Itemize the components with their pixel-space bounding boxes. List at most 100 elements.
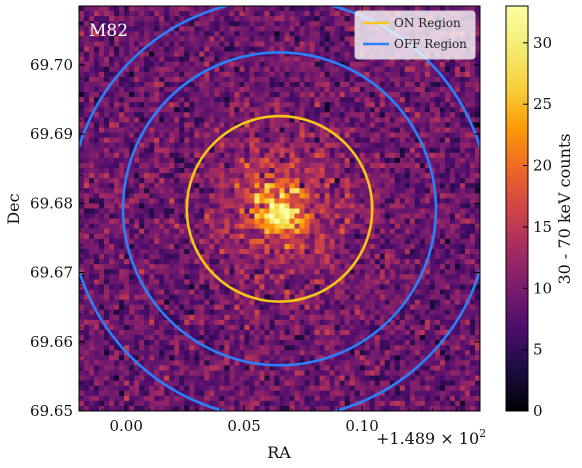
- heatmap-pixel: [114, 102, 120, 108]
- heatmap-pixel: [319, 81, 326, 88]
- heatmap-pixel: [339, 157, 346, 164]
- heatmap-pixel: [174, 31, 180, 37]
- heatmap-pixel: [279, 274, 286, 280]
- heatmap-pixel: [349, 26, 356, 32]
- heatmap-pixel: [309, 198, 316, 205]
- heatmap-pixel: [139, 274, 145, 280]
- heatmap-pixel: [364, 294, 371, 301]
- heatmap-pixel: [164, 112, 170, 118]
- heatmap-pixel: [349, 97, 356, 103]
- heatmap-pixel: [419, 259, 426, 265]
- heatmap-pixel: [274, 107, 281, 113]
- heatmap-pixel: [114, 208, 120, 215]
- heatmap-pixel: [234, 168, 240, 174]
- heatmap-pixel: [104, 142, 110, 149]
- heatmap-pixel: [389, 168, 396, 174]
- heatmap-pixel: [294, 137, 301, 144]
- heatmap-pixel: [104, 46, 110, 53]
- heatmap-pixel: [224, 137, 230, 144]
- heatmap-pixel: [164, 16, 170, 22]
- heatmap-pixel: [144, 132, 150, 139]
- heatmap-pixel: [334, 117, 341, 124]
- heatmap-pixel: [174, 157, 180, 164]
- heatmap-pixel: [89, 26, 95, 32]
- heatmap-pixel: [364, 162, 371, 169]
- heatmap-pixel: [224, 21, 230, 27]
- heatmap-pixel: [194, 309, 200, 316]
- heatmap-pixel: [389, 193, 396, 199]
- heatmap-pixel: [109, 238, 115, 245]
- heatmap-pixel: [444, 223, 451, 230]
- heatmap-pixel: [249, 61, 256, 68]
- heatmap-pixel: [174, 147, 180, 154]
- heatmap-pixel: [79, 51, 85, 58]
- heatmap-pixel: [174, 71, 180, 78]
- heatmap-pixel: [314, 81, 321, 88]
- heatmap-pixel: [379, 173, 386, 179]
- heatmap-pixel: [184, 299, 190, 306]
- heatmap-pixel: [329, 81, 336, 88]
- heatmap-pixel: [324, 183, 331, 189]
- heatmap-pixel: [344, 193, 351, 199]
- heatmap-pixel: [269, 173, 276, 179]
- heatmap-pixel: [229, 26, 235, 32]
- heatmap-pixel: [159, 51, 165, 58]
- heatmap-pixel: [349, 233, 356, 240]
- heatmap-pixel: [139, 41, 145, 48]
- heatmap-pixel: [389, 228, 396, 235]
- heatmap-pixel: [409, 6, 416, 12]
- heatmap-pixel: [399, 228, 406, 235]
- heatmap-pixel: [304, 168, 311, 174]
- heatmap-pixel: [199, 132, 205, 139]
- heatmap-pixel: [79, 249, 85, 255]
- heatmap-pixel: [359, 309, 366, 316]
- heatmap-pixel: [314, 208, 321, 215]
- heatmap-pixel: [144, 81, 150, 88]
- heatmap-pixel: [344, 264, 351, 270]
- heatmap-pixel: [79, 6, 85, 12]
- heatmap-pixel: [434, 193, 441, 199]
- heatmap-pixel: [214, 76, 220, 83]
- heatmap-pixel: [119, 21, 125, 27]
- heatmap-pixel: [89, 243, 95, 250]
- heatmap-pixel: [244, 107, 251, 113]
- heatmap-pixel: [269, 142, 276, 149]
- heatmap-pixel: [84, 132, 90, 139]
- heatmap-pixel: [289, 31, 296, 37]
- heatmap-pixel: [429, 157, 436, 164]
- heatmap-pixel: [139, 71, 145, 78]
- heatmap-pixel: [89, 314, 95, 321]
- heatmap-pixel: [274, 259, 281, 265]
- heatmap-pixel: [274, 92, 281, 98]
- heatmap-pixel: [134, 81, 140, 88]
- heatmap-pixel: [439, 97, 446, 103]
- heatmap-pixel: [144, 178, 150, 184]
- heatmap-pixel: [324, 309, 331, 316]
- heatmap-pixel: [299, 304, 306, 311]
- heatmap-pixel: [139, 87, 145, 93]
- heatmap-pixel: [289, 71, 296, 78]
- heatmap-pixel: [159, 11, 165, 17]
- heatmap-pixel: [404, 188, 411, 194]
- heatmap-pixel: [434, 228, 441, 235]
- heatmap-pixel: [139, 218, 145, 225]
- heatmap-pixel: [304, 56, 311, 63]
- heatmap-pixel: [469, 228, 476, 235]
- heatmap-pixel: [244, 319, 251, 326]
- heatmap-pixel: [84, 92, 90, 98]
- heatmap-pixel: [319, 152, 326, 159]
- heatmap-pixel: [239, 279, 246, 286]
- heatmap-pixel: [329, 56, 336, 63]
- heatmap-pixel: [254, 269, 261, 275]
- heatmap-pixel: [459, 314, 466, 321]
- heatmap-pixel: [289, 152, 296, 159]
- heatmap-pixel: [359, 81, 366, 88]
- heatmap-pixel: [129, 107, 135, 113]
- heatmap-pixel: [304, 46, 311, 53]
- heatmap-pixel: [354, 162, 361, 169]
- heatmap-pixel: [334, 168, 341, 174]
- heatmap-pixel: [394, 6, 401, 12]
- heatmap-pixel: [84, 304, 90, 311]
- heatmap-pixel: [244, 304, 251, 311]
- heatmap-pixel: [149, 259, 155, 265]
